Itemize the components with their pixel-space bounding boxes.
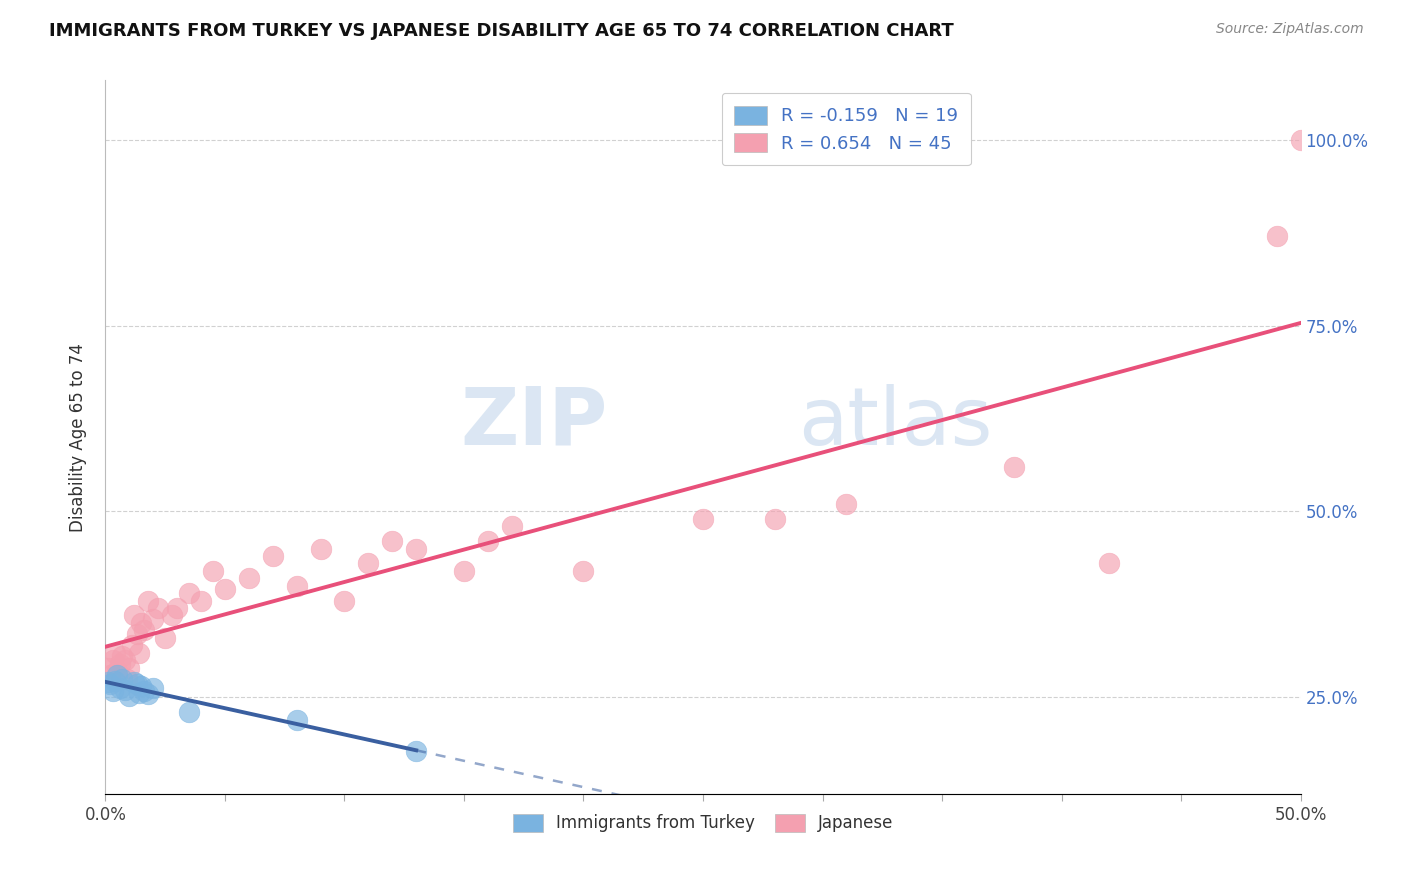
Point xyxy=(238,571,260,585)
Point xyxy=(132,624,155,638)
Point xyxy=(108,657,131,671)
Point xyxy=(453,564,475,578)
Point xyxy=(166,601,188,615)
Point xyxy=(1289,133,1312,147)
Point xyxy=(214,582,236,597)
Point xyxy=(125,677,148,691)
Point xyxy=(114,653,136,667)
Point xyxy=(132,684,155,698)
Point xyxy=(111,672,134,686)
Point xyxy=(572,564,595,578)
Point xyxy=(333,593,356,607)
Point xyxy=(405,744,427,758)
Point xyxy=(177,705,201,719)
Point xyxy=(128,646,150,660)
Point xyxy=(1265,229,1288,244)
Point xyxy=(101,653,124,667)
Point xyxy=(309,541,332,556)
Point xyxy=(1098,557,1121,571)
Point xyxy=(835,497,858,511)
Point xyxy=(122,608,145,623)
Point xyxy=(118,660,141,674)
Point xyxy=(190,593,212,607)
Point xyxy=(97,675,120,690)
Text: Source: ZipAtlas.com: Source: ZipAtlas.com xyxy=(1216,22,1364,37)
Point xyxy=(153,631,177,645)
Point xyxy=(177,586,201,600)
Y-axis label: Disability Age 65 to 74: Disability Age 65 to 74 xyxy=(69,343,87,532)
Point xyxy=(1002,459,1025,474)
Point xyxy=(104,673,127,688)
Point xyxy=(118,689,141,703)
Point xyxy=(692,512,714,526)
Point xyxy=(129,615,153,630)
Point xyxy=(763,512,786,526)
Point xyxy=(285,713,308,727)
Legend: Immigrants from Turkey, Japanese: Immigrants from Turkey, Japanese xyxy=(506,807,900,839)
Point xyxy=(262,549,284,563)
Point xyxy=(125,627,148,641)
Point xyxy=(146,601,169,615)
Point xyxy=(501,519,523,533)
Point xyxy=(138,593,160,607)
Point xyxy=(114,682,136,697)
Point xyxy=(101,684,124,698)
Point xyxy=(108,681,131,695)
Point xyxy=(98,668,121,682)
Point xyxy=(111,649,134,664)
Point xyxy=(142,612,165,626)
Point xyxy=(202,564,225,578)
Point xyxy=(162,608,184,623)
Point xyxy=(142,681,165,696)
Point xyxy=(357,557,380,571)
Point xyxy=(97,660,120,674)
Point xyxy=(115,672,138,686)
Point xyxy=(107,668,129,682)
Point xyxy=(405,541,427,556)
Text: atlas: atlas xyxy=(799,384,993,462)
Point xyxy=(138,687,160,701)
Point xyxy=(381,534,404,549)
Point xyxy=(129,679,153,693)
Point xyxy=(122,675,145,690)
Point xyxy=(107,664,129,679)
Point xyxy=(104,646,127,660)
Point xyxy=(98,677,121,691)
Point xyxy=(477,534,499,549)
Point xyxy=(128,686,150,700)
Point xyxy=(285,579,308,593)
Text: ZIP: ZIP xyxy=(460,384,607,462)
Point xyxy=(121,638,143,652)
Text: IMMIGRANTS FROM TURKEY VS JAPANESE DISABILITY AGE 65 TO 74 CORRELATION CHART: IMMIGRANTS FROM TURKEY VS JAPANESE DISAB… xyxy=(49,22,953,40)
